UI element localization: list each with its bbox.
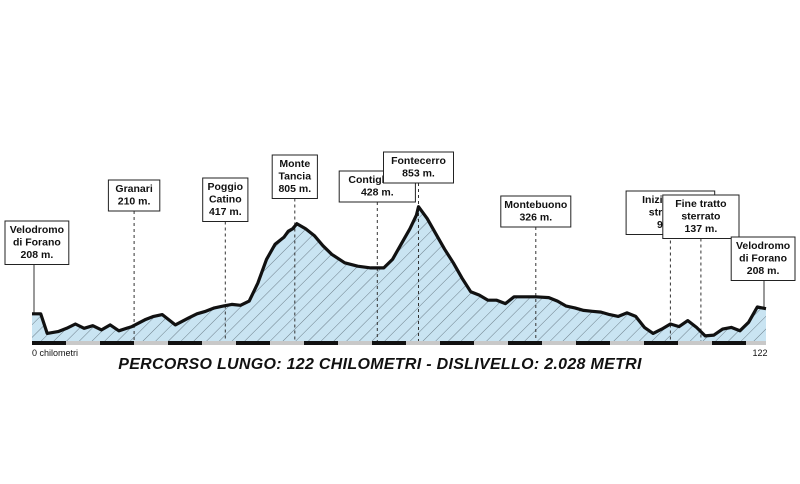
profile-area [32, 206, 766, 341]
waypoint-text: di Forano [739, 253, 787, 265]
distance-baseline [32, 341, 766, 345]
waypoint-text: 137 m. [685, 223, 718, 235]
axis-start-label: 0 chilometri [32, 348, 78, 358]
route-caption: PERCORSO LUNGO: 122 CHILOMETRI - DISLIVE… [118, 356, 642, 373]
waypoint-text: 210 m. [118, 196, 151, 208]
baseline-segment [372, 341, 406, 345]
waypoint-text: Fontecerro [391, 155, 446, 167]
axis-end-label: 122 [752, 348, 767, 358]
baseline-segment [202, 341, 236, 345]
elevation-profile [32, 183, 767, 341]
waypoint-box [202, 177, 249, 222]
waypoint-box [4, 220, 70, 265]
baseline-segment [236, 341, 270, 345]
baseline-segment [746, 341, 766, 345]
waypoint-text: Velodromo [736, 240, 790, 252]
waypoint-text: 428 m. [361, 187, 394, 199]
baseline-segment [338, 341, 372, 345]
waypoint-text: di Forano [13, 237, 61, 249]
waypoint-text: 853 m. [402, 168, 435, 180]
baseline-segment [576, 341, 610, 345]
profile-outline [32, 205, 767, 338]
baseline-segment [66, 341, 100, 345]
waypoint-text: Fine tratto [675, 198, 726, 210]
waypoint-text: Montebuono [504, 199, 567, 211]
waypoint-text: 805 m. [278, 183, 311, 195]
waypoint-text: 326 m. [519, 212, 552, 224]
waypoint-text: 208 m. [21, 249, 54, 261]
waypoint-box [383, 151, 454, 184]
baseline-segment [406, 341, 440, 345]
baseline-segment [678, 341, 712, 345]
baseline-segment [508, 341, 542, 345]
waypoint-text: Velodromo [10, 224, 64, 236]
waypoint-box [107, 179, 161, 212]
waypoint-text: Catino [209, 194, 242, 206]
baseline-segment [440, 341, 474, 345]
baseline-segment [134, 341, 168, 345]
baseline-segment [474, 341, 508, 345]
baseline-segment [644, 341, 678, 345]
waypoint-text: Granari [115, 183, 152, 195]
waypoint-text: Monte [279, 158, 310, 170]
waypoint-box [730, 236, 796, 281]
baseline-segment [100, 341, 134, 345]
baseline-segment [304, 341, 338, 345]
baseline-segment [712, 341, 746, 345]
waypoint-box [271, 154, 318, 199]
waypoint-text: sterrato [681, 211, 720, 223]
baseline-segment [32, 341, 66, 345]
waypoint-text: 208 m. [747, 265, 780, 277]
baseline-segment [168, 341, 202, 345]
waypoint-box [662, 194, 740, 239]
waypoint-box [500, 195, 572, 228]
baseline-segment [270, 341, 304, 345]
waypoint-text: 417 m. [209, 206, 242, 218]
baseline-segment [542, 341, 576, 345]
baseline-segment [610, 341, 644, 345]
waypoint-text: Poggio [208, 181, 244, 193]
waypoint-text: Tancia [279, 171, 312, 183]
